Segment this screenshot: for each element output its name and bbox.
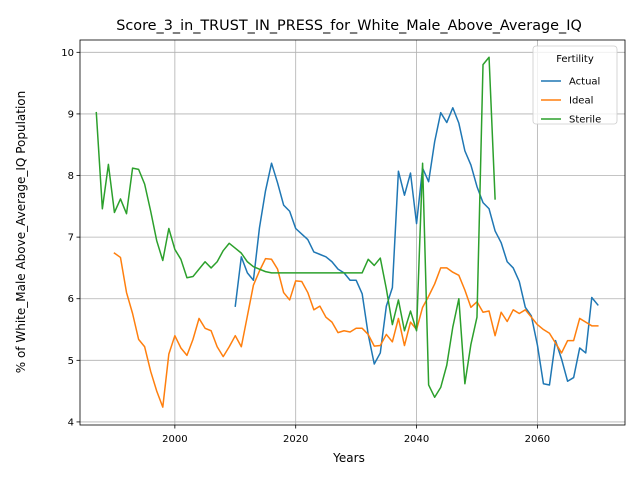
legend-title: Fertility: [556, 54, 594, 65]
y-tick-label: 8: [68, 171, 74, 182]
plot-area-frame: [79, 39, 626, 426]
series-line-ideal: [113, 252, 599, 408]
series-lines: [95, 56, 599, 408]
series-line-actual: [234, 107, 599, 386]
legend-label-sterile: Sterile: [569, 115, 601, 126]
x-axis-ticks: 2000 2020 2040 2060: [162, 425, 550, 445]
legend-label-actual: Actual: [569, 77, 600, 88]
series-line-sterile: [95, 56, 496, 399]
legend-label-ideal: Ideal: [569, 96, 593, 107]
legend-box: [532, 45, 618, 125]
y-tick-label: 6: [68, 294, 74, 305]
y-axis-label: % of White_Male Above_Average_IQ Populat…: [14, 91, 28, 374]
x-tick-label: 2020: [283, 434, 308, 445]
y-tick-label: 10: [61, 48, 74, 59]
y-tick-label: 9: [68, 109, 74, 120]
y-axis-ticks: 4 5 6 7 8 9 10: [61, 48, 80, 428]
legend: Fertility Actual Ideal Sterile: [532, 45, 618, 126]
chart-title: Score_3_in_TRUST_IN_PRESS_for_White_Male…: [116, 18, 582, 34]
x-axis-label: Years: [332, 451, 365, 465]
x-tick-label: 2060: [525, 434, 550, 445]
y-tick-label: 5: [68, 356, 74, 367]
y-tick-label: 7: [68, 233, 74, 244]
y-tick-label: 4: [68, 417, 74, 428]
x-tick-label: 2040: [404, 434, 429, 445]
x-tick-label: 2000: [162, 434, 187, 445]
